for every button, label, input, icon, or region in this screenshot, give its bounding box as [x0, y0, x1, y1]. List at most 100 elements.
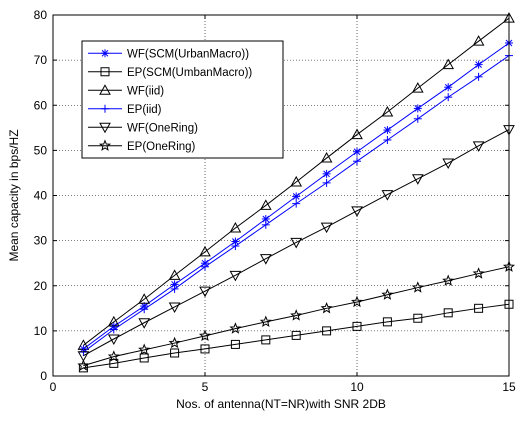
series-point — [320, 301, 333, 314]
series-point — [139, 353, 149, 363]
series-point — [290, 237, 303, 249]
series-point — [320, 222, 333, 234]
legend-entry: WF(SCM(UrbanMacro)) — [88, 48, 249, 60]
series-point — [472, 141, 485, 152]
series-point — [98, 139, 112, 151]
series-point — [475, 61, 482, 68]
y-tick-label: 10 — [34, 324, 48, 338]
series-point — [259, 199, 272, 210]
series-point — [352, 321, 362, 331]
series-point — [107, 334, 120, 346]
series-point — [77, 359, 90, 371]
series-6 — [77, 260, 516, 371]
series-point — [200, 344, 210, 354]
series-point — [381, 288, 394, 300]
y-tick-label: 40 — [34, 189, 48, 203]
x-tick-label: 15 — [502, 380, 516, 394]
legend-label: EP(SCM(UmbanMacro)) — [127, 67, 252, 79]
legend-box — [81, 40, 284, 159]
series-point — [229, 270, 242, 282]
series-line — [83, 129, 510, 357]
series-point — [138, 343, 151, 355]
series-point — [199, 245, 211, 257]
series-point — [107, 350, 120, 362]
series-4 — [79, 51, 513, 357]
series-point — [320, 152, 333, 163]
series-2 — [78, 299, 514, 373]
series-point — [171, 281, 178, 288]
series-point — [381, 105, 394, 117]
series-point — [411, 82, 424, 93]
series-point — [259, 254, 272, 265]
series-layer — [77, 12, 516, 373]
legend-entry: WF(OneRing) — [88, 122, 198, 134]
series-point — [350, 295, 364, 308]
y-tick-label: 60 — [34, 98, 48, 112]
series-point — [229, 322, 242, 334]
y-tick-label: 50 — [34, 143, 48, 157]
series-point — [413, 313, 423, 323]
series-point — [442, 158, 455, 170]
series-point — [384, 126, 391, 134]
y-tick-label: 30 — [34, 234, 48, 248]
series-line — [83, 266, 510, 367]
series-point — [382, 317, 392, 327]
series-point — [292, 193, 300, 200]
series-point — [170, 348, 180, 358]
legend: WF(SCM(UrbanMacro)) EP(SCM(UmbanMacro)) WF… — [81, 40, 284, 159]
legend-label: WF(OneRing) — [127, 122, 198, 134]
x-tick-label: 0 — [50, 380, 57, 394]
series-point — [351, 206, 363, 217]
series-point — [99, 122, 111, 134]
series-point — [290, 175, 303, 187]
legend-label: WF(SCM(UrbanMacro)) — [127, 48, 249, 60]
series-point — [353, 148, 361, 156]
series-point — [411, 281, 424, 293]
series-point — [168, 269, 181, 280]
legend-label: EP(iid) — [127, 104, 162, 116]
series-point — [472, 267, 485, 279]
x-tick-label: 10 — [350, 380, 364, 394]
series-3 — [77, 12, 515, 350]
series-point — [138, 293, 151, 304]
x-tick-label: 5 — [202, 380, 209, 394]
series-point — [168, 336, 181, 349]
legend-entry: EP(iid) — [88, 104, 162, 116]
series-point — [138, 318, 151, 329]
series-point — [442, 58, 455, 70]
series-point — [199, 286, 211, 298]
legend-label: WF(iid) — [127, 85, 164, 97]
series-point — [100, 67, 110, 77]
series-point — [198, 329, 212, 341]
x-axis-label: Nos. of antenna(NT=NR)with SNR 2DB — [176, 397, 386, 411]
series-point — [351, 128, 363, 140]
series-5 — [77, 125, 515, 362]
series-point — [77, 351, 90, 362]
series-point — [322, 326, 332, 336]
series-point — [472, 35, 485, 46]
series-point — [474, 303, 484, 313]
series-point — [101, 49, 109, 57]
series-point — [444, 83, 452, 91]
series-point — [262, 215, 270, 223]
series-point — [323, 170, 330, 178]
y-axis-label: Mean capacity in bps/HZ — [7, 129, 21, 261]
series-point — [168, 302, 181, 313]
y-tick-label: 70 — [34, 53, 48, 67]
series-point — [261, 335, 271, 345]
legend-label: EP(OneRing) — [127, 141, 196, 153]
series-point — [259, 315, 272, 327]
y-tick-label: 20 — [34, 279, 48, 293]
y-tick-label: 80 — [34, 8, 48, 22]
tick-layer: 0 5 10 15 0 10 20 30 40 50 60 70 80 — [34, 8, 516, 394]
series-point — [381, 190, 394, 201]
series-point — [99, 84, 111, 95]
series-point — [411, 174, 424, 185]
series-line — [83, 303, 510, 369]
series-point — [443, 308, 453, 318]
legend-entry: EP(OneRing) — [88, 139, 196, 153]
series-point — [442, 274, 455, 286]
series-line — [83, 17, 510, 346]
series-point — [229, 221, 242, 233]
